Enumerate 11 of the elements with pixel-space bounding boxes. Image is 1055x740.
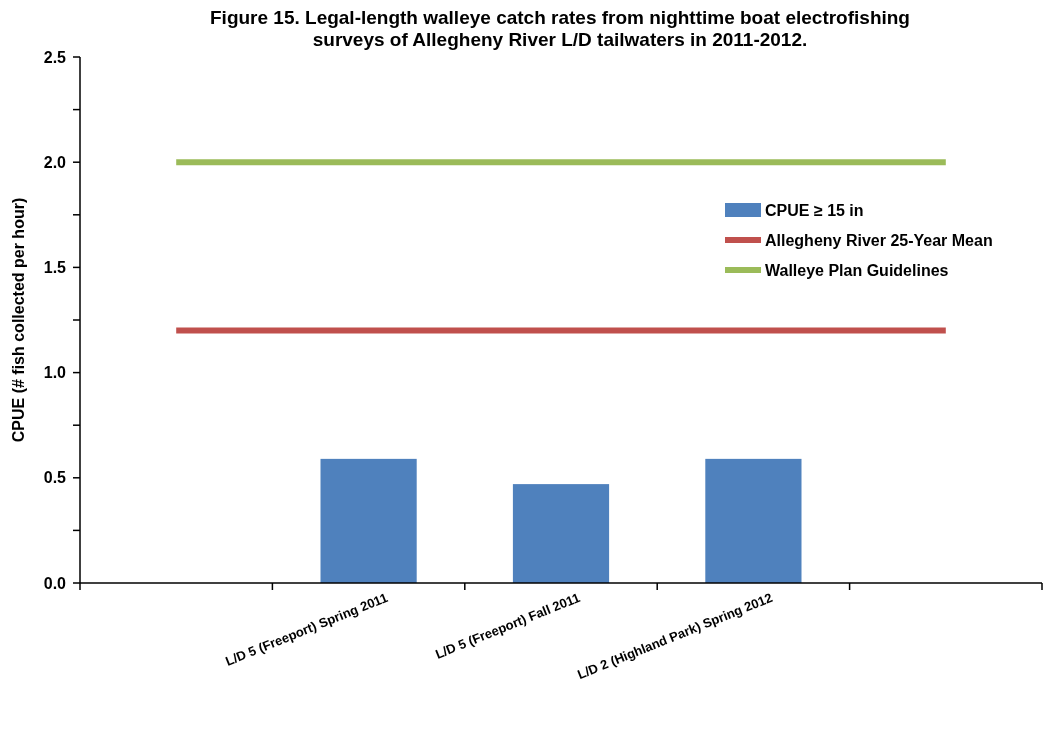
- y-axis-title: CPUE (# fish collected per hour): [10, 197, 27, 443]
- y-tick-label: 2.0: [43, 153, 67, 171]
- y-tick-label: 0.5: [43, 469, 67, 487]
- legend-label: Walleye Plan Guidelines: [765, 261, 949, 279]
- y-tick-label: 1.5: [43, 259, 67, 276]
- y-tick-label: 2.5: [43, 48, 67, 66]
- y-tick-label: 0.0: [43, 574, 67, 592]
- legend-label: CPUE ≥ 15 in: [765, 201, 864, 219]
- y-tick-label: 1.0: [43, 364, 67, 382]
- legend-label: Allegheny River 25-Year Mean: [765, 231, 993, 249]
- chart-title: Figure 15. Legal-length walleye catch rates from nighttime boat electrofishing surveys of Allegheny River L/D tailwaters in 2011-2012.: [210, 7, 910, 50]
